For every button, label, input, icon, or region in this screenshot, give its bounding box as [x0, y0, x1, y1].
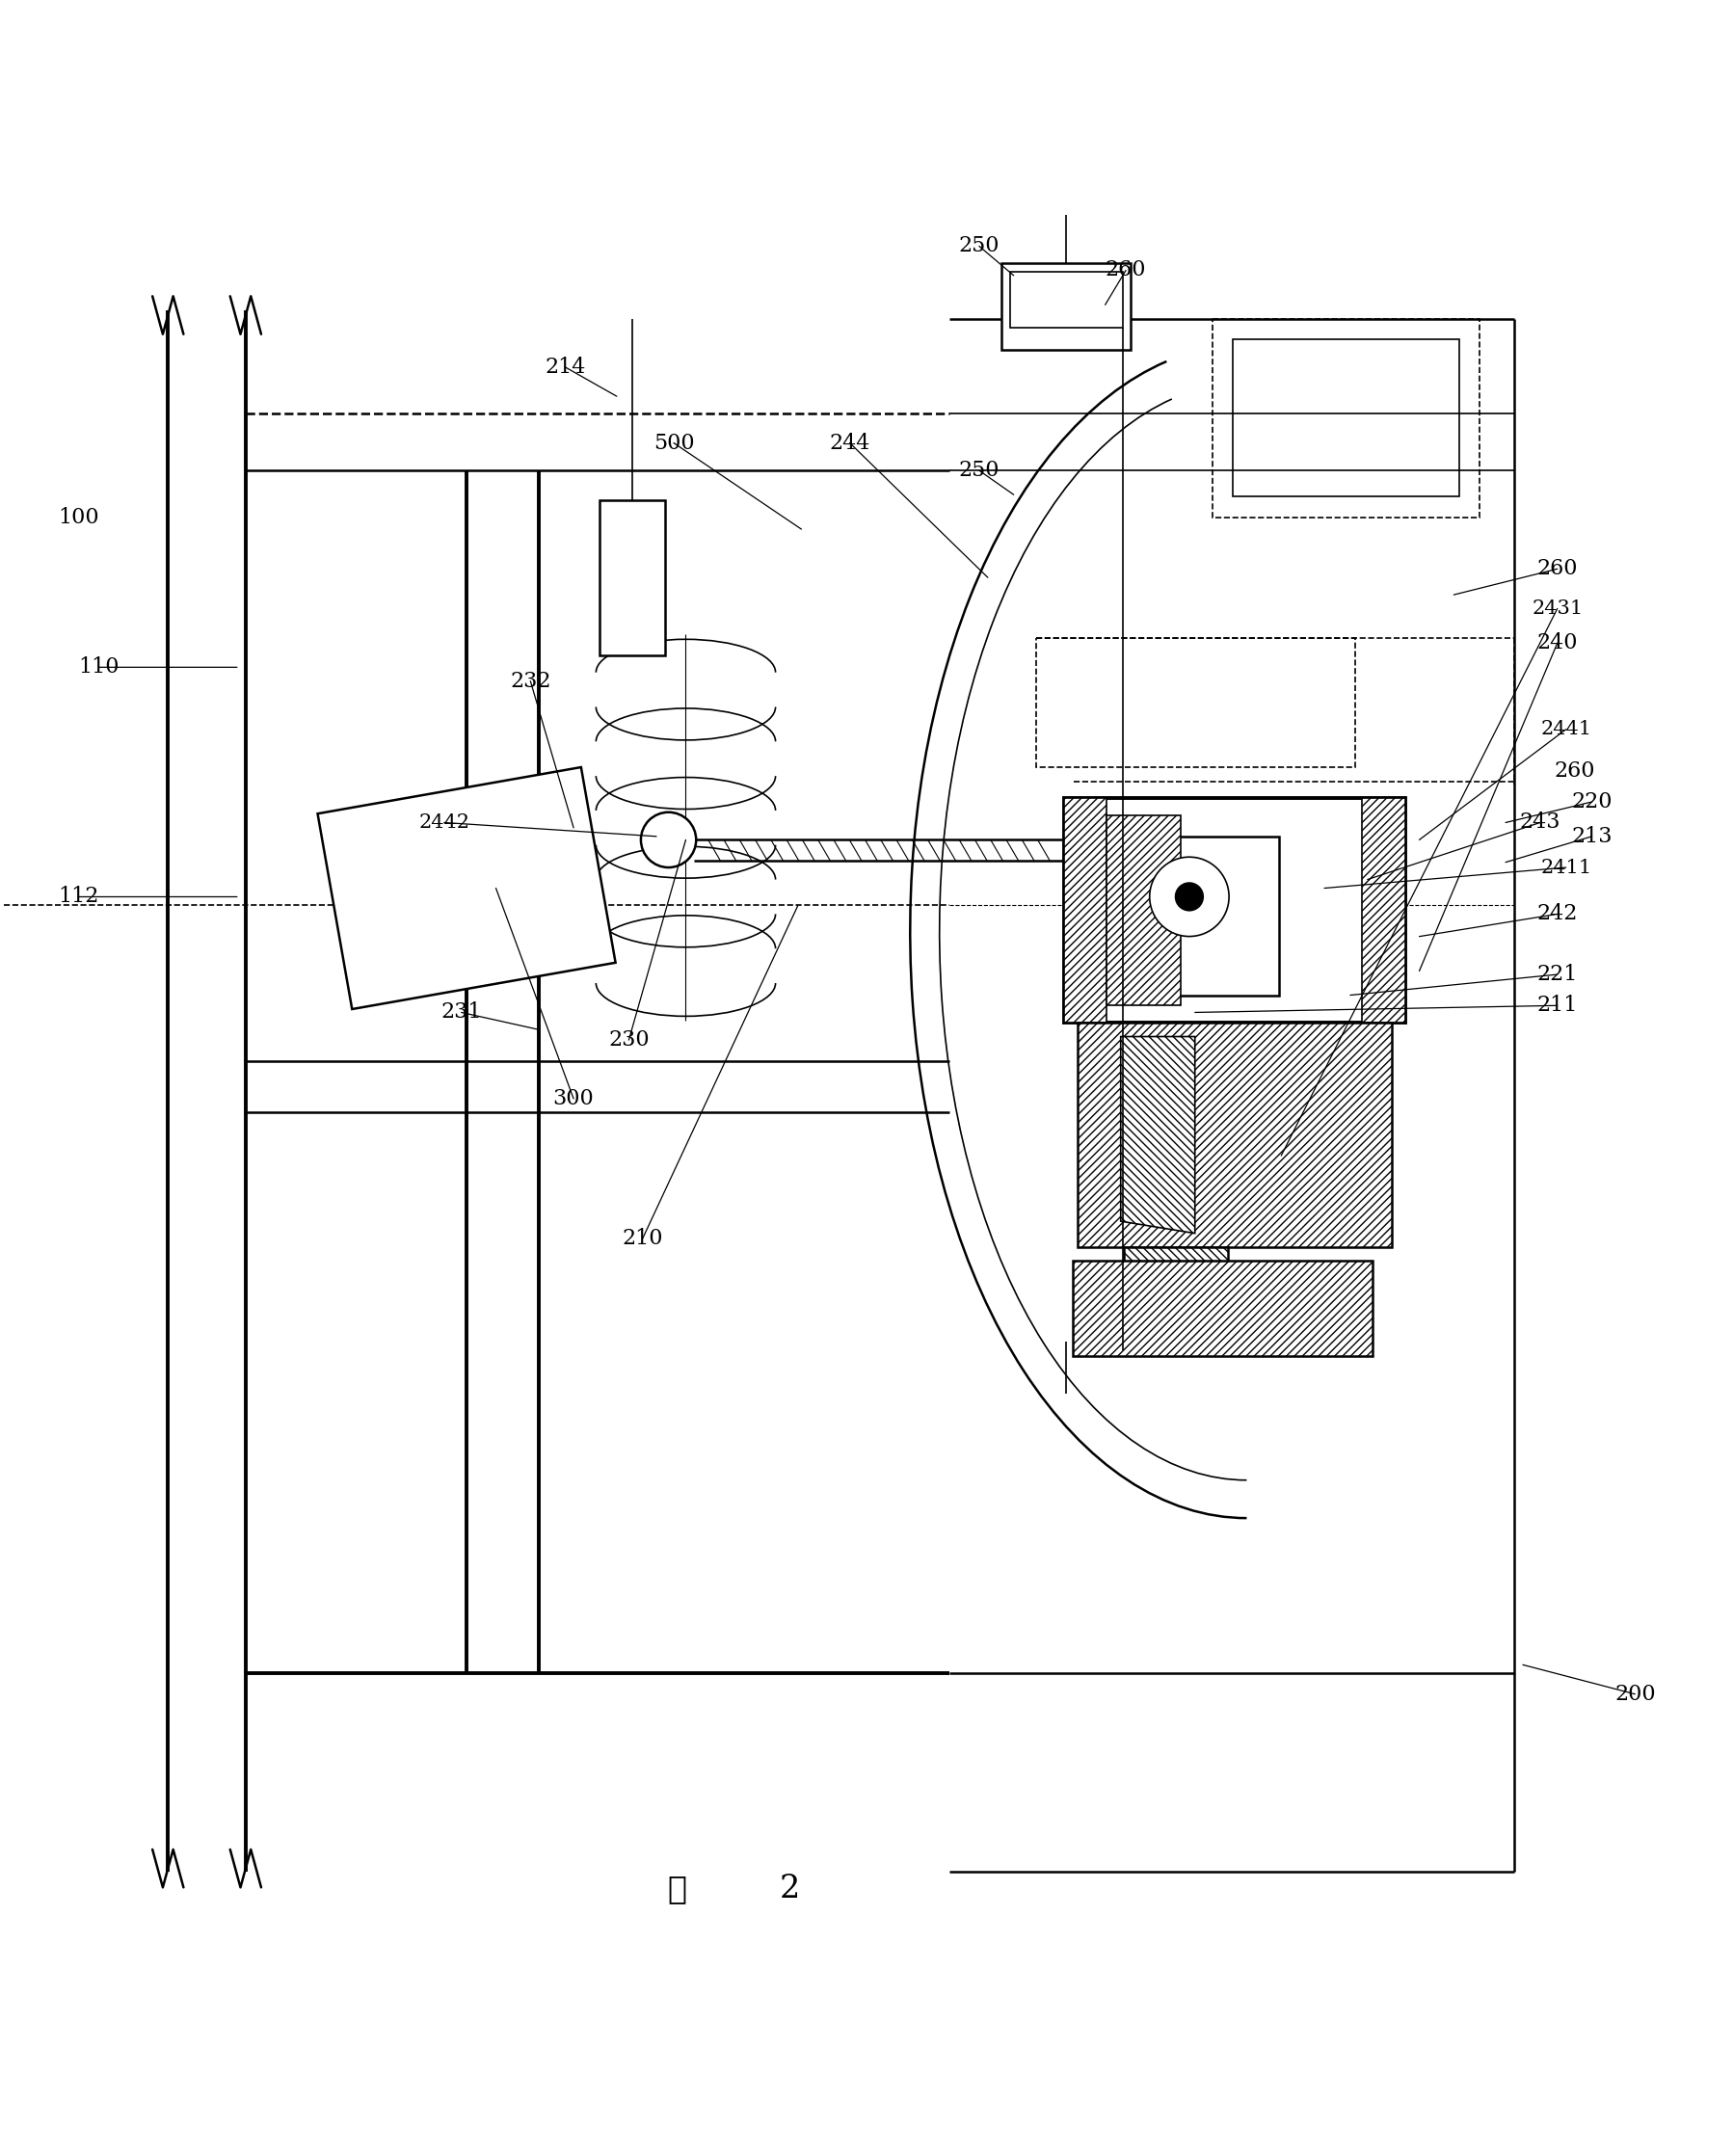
- Circle shape: [1175, 884, 1203, 910]
- Text: 110: 110: [78, 658, 120, 677]
- Polygon shape: [317, 768, 615, 1009]
- Text: 260: 260: [1553, 761, 1594, 780]
- Text: 图: 图: [667, 1874, 686, 1904]
- Text: 260: 260: [1535, 558, 1577, 580]
- Text: 2411: 2411: [1539, 858, 1591, 877]
- Bar: [600, 500, 665, 655]
- Bar: [1232, 338, 1457, 496]
- Text: 260: 260: [1104, 259, 1146, 280]
- Polygon shape: [1120, 1037, 1194, 1233]
- Text: 112: 112: [57, 886, 99, 908]
- Text: 220: 220: [1570, 791, 1612, 813]
- Bar: [1362, 798, 1405, 1022]
- Text: 2: 2: [778, 1874, 799, 1904]
- Text: 210: 210: [622, 1229, 662, 1248]
- Text: 2441: 2441: [1539, 720, 1591, 740]
- Bar: [1211, 319, 1478, 517]
- Circle shape: [641, 813, 695, 867]
- Text: 100: 100: [57, 507, 99, 528]
- Bar: [1010, 272, 1121, 328]
- Text: 240: 240: [1535, 632, 1577, 653]
- Text: 300: 300: [553, 1089, 594, 1110]
- Bar: [1062, 798, 1106, 1022]
- Text: 2442: 2442: [418, 813, 470, 832]
- Circle shape: [1149, 858, 1229, 936]
- Polygon shape: [1106, 815, 1180, 1005]
- Text: 221: 221: [1535, 964, 1577, 985]
- Text: 242: 242: [1535, 903, 1577, 925]
- Text: 250: 250: [958, 459, 1000, 481]
- Text: 500: 500: [653, 433, 693, 453]
- Text: 250: 250: [958, 235, 1000, 257]
- Bar: [1036, 638, 1355, 768]
- Bar: [1062, 798, 1405, 1022]
- Bar: [1114, 837, 1279, 996]
- Text: 2431: 2431: [1530, 599, 1582, 619]
- Text: 243: 243: [1518, 813, 1560, 832]
- Text: 214: 214: [544, 356, 586, 377]
- Text: 200: 200: [1613, 1684, 1655, 1705]
- Bar: [1071, 1261, 1373, 1356]
- Text: 244: 244: [828, 433, 870, 453]
- Text: 232: 232: [510, 671, 551, 692]
- Bar: [1123, 1246, 1227, 1315]
- Text: 231: 231: [440, 1003, 482, 1022]
- Bar: [1076, 1022, 1392, 1246]
- Bar: [1002, 263, 1130, 349]
- Text: 230: 230: [608, 1028, 648, 1050]
- Text: 213: 213: [1570, 826, 1612, 847]
- Text: 211: 211: [1535, 994, 1577, 1015]
